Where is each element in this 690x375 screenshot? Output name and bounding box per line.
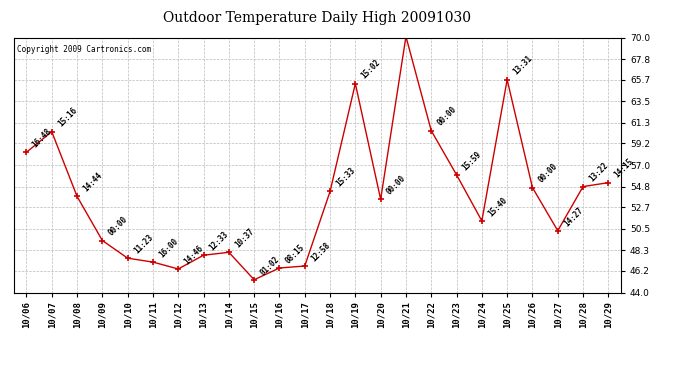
Text: 15:33: 15:33 [334,166,357,189]
Text: Copyright 2009 Cartronics.com: Copyright 2009 Cartronics.com [17,45,151,54]
Text: 14:46: 14:46 [182,243,205,266]
Text: 15:02: 15:02 [359,58,382,81]
Text: 12:58: 12:58 [309,240,332,263]
Text: 12:33: 12:33 [208,230,230,252]
Text: 16:48: 16:48 [30,127,53,150]
Text: 00:00: 00:00 [385,174,408,196]
Text: 08:15: 08:15 [284,243,306,265]
Text: 15:59: 15:59 [461,149,484,172]
Text: 14:27: 14:27 [562,205,584,228]
Text: 10:37: 10:37 [233,227,256,249]
Text: 14:15: 14:15 [613,157,635,180]
Text: 15:40: 15:40 [486,195,509,218]
Text: 00:00: 00:00 [537,162,560,185]
Text: 01:02: 01:02 [258,254,281,277]
Text: 13:22: 13:22 [587,161,610,184]
Text: 15:16: 15:16 [56,106,79,129]
Text: 14:44: 14:44 [81,171,104,194]
Text: 13:31: 13:31 [511,54,534,77]
Text: 00:00: 00:00 [106,215,129,238]
Text: 15:55: 15:55 [0,374,1,375]
Text: 16:00: 16:00 [157,237,180,260]
Text: 00:00: 00:00 [435,105,458,128]
Text: Outdoor Temperature Daily High 20091030: Outdoor Temperature Daily High 20091030 [164,11,471,25]
Text: 11:23: 11:23 [132,232,155,255]
